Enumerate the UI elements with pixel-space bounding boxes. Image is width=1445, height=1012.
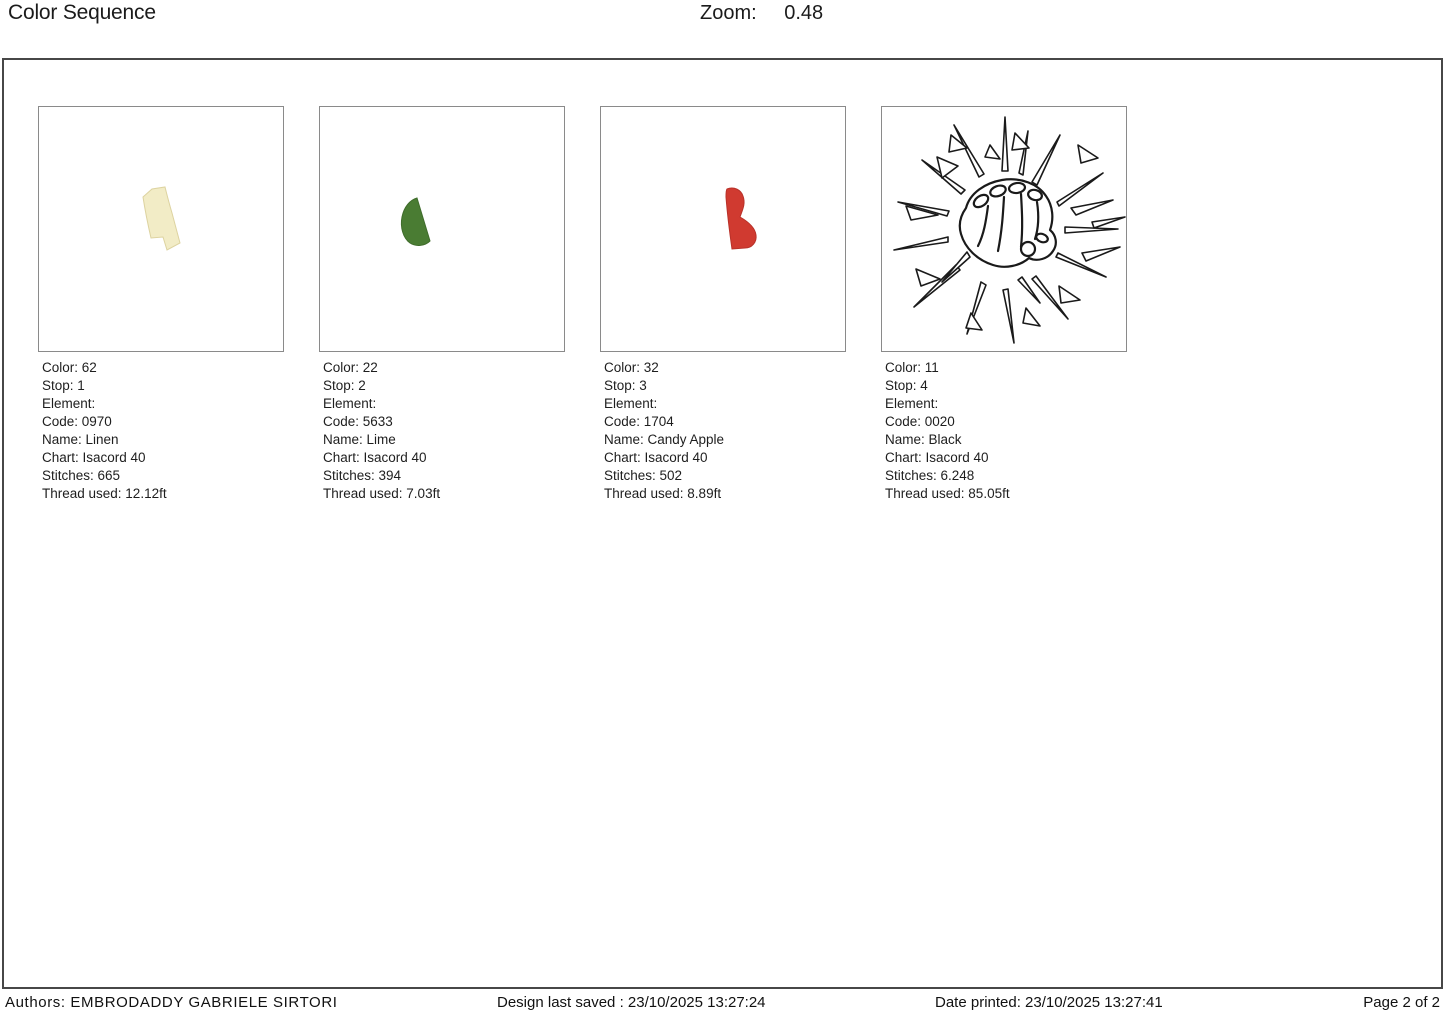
candy-apple-shape [725,187,757,250]
code-line: Code: 5633 [323,414,393,429]
color-stop-details: Color: 62 Stop: 1 Element: Code: 0970 Na… [38,359,288,503]
stitches-line: Stitches: 394 [323,468,402,483]
chart-line: Chart: Isacord 40 [885,450,989,465]
footer-page-number: Page 2 of 2 [1363,994,1440,1011]
fist-burst-graphic [893,116,1126,344]
zoom-label: Zoom: [700,2,757,24]
code-line: Code: 1704 [604,414,674,429]
color-stop-details: Color: 11 Stop: 4 Element: Code: 0020 Na… [881,359,1131,503]
thread-line: Thread used: 12.12ft [42,486,167,501]
zoom-indicator: Zoom: 0.48 [700,2,823,25]
color-stop-details: Color: 32 Stop: 3 Element: Code: 1704 Na… [600,359,850,503]
lime-blob [400,197,431,246]
code-line: Code: 0970 [42,414,112,429]
color-stop-details: Color: 22 Stop: 2 Element: Code: 5633 Na… [319,359,569,503]
color-sequence-sheet: Color: 62 Stop: 1 Element: Code: 0970 Na… [2,58,1443,989]
color-line: Color: 32 [604,360,659,375]
thumbnail-box [319,106,565,352]
candy-apple-blob [725,187,757,250]
thumbnail-box [38,106,284,352]
element-line: Element: [323,396,377,411]
stop-line: Stop: 1 [42,378,85,393]
stitches-line: Stitches: 6.248 [885,468,975,483]
stop-line: Stop: 4 [885,378,928,393]
color-stop-panel-2: Color: 22 Stop: 2 Element: Code: 5633 Na… [319,106,569,503]
name-line: Name: Black [885,432,962,447]
linen-blob [142,186,181,251]
name-line: Name: Candy Apple [604,432,725,447]
chart-line: Chart: Isacord 40 [42,450,146,465]
element-line: Element: [42,396,96,411]
footer-date-printed: Date printed: 23/10/2025 13:27:41 [935,994,1163,1011]
color-line: Color: 11 [885,360,939,375]
page-title: Color Sequence [8,1,156,24]
name-line: Name: Lime [323,432,396,447]
thread-line: Thread used: 7.03ft [323,486,441,501]
color-line: Color: 22 [323,360,378,375]
color-stop-panel-1: Color: 62 Stop: 1 Element: Code: 0970 Na… [38,106,288,503]
color-line: Color: 62 [42,360,97,375]
color-stop-panel-3: Color: 32 Stop: 3 Element: Code: 1704 Na… [600,106,850,503]
name-line: Name: Linen [42,432,119,447]
thread-line: Thread used: 85.05ft [885,486,1010,501]
footer-last-saved: Design last saved : 23/10/2025 13:27:24 [497,994,766,1011]
stop-line: Stop: 3 [604,378,647,393]
thumbnail-box [881,106,1127,352]
code-line: Code: 0020 [885,414,955,429]
chart-line: Chart: Isacord 40 [323,450,427,465]
zoom-value: 0.48 [784,2,824,24]
stop-line: Stop: 2 [323,378,366,393]
chart-line: Chart: Isacord 40 [604,450,708,465]
color-stop-panel-4: Color: 11 Stop: 4 Element: Code: 0020 Na… [881,106,1131,503]
stitches-line: Stitches: 665 [42,468,121,483]
element-line: Element: [885,396,939,411]
footer-authors: Authors: EMBRODADDY GABRIELE SIRTORI [5,994,338,1011]
thread-line: Thread used: 8.89ft [604,486,722,501]
footer: Authors: EMBRODADDY GABRIELE SIRTORI Des… [0,991,1445,1012]
thumbnail-box [600,106,846,352]
linen-shape [142,186,181,251]
lime-shape [400,197,431,246]
stitches-line: Stitches: 502 [604,468,683,483]
element-line: Element: [604,396,658,411]
